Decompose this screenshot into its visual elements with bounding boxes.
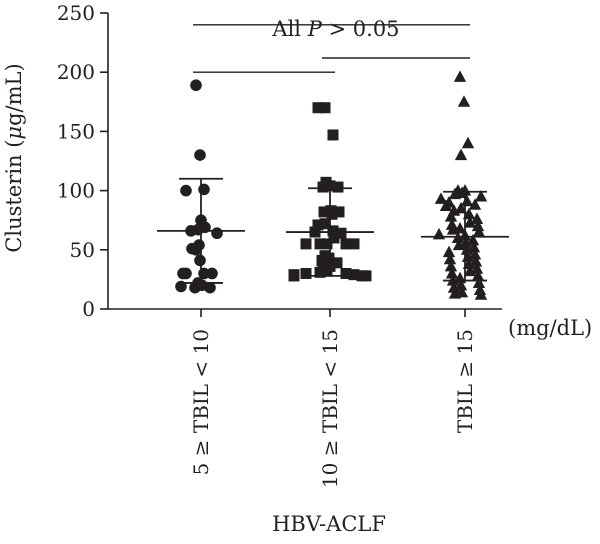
data-point-triangle — [460, 243, 474, 255]
data-point-circle — [190, 79, 202, 92]
y-tick-label: 200 — [57, 60, 95, 84]
data-point-square — [348, 269, 360, 281]
data-point-triangle — [472, 225, 486, 238]
data-point-triangle — [470, 212, 484, 225]
x-unit-label: (mg/dL) — [508, 316, 592, 340]
data-point-square — [333, 206, 345, 218]
data-point-circle — [206, 267, 218, 280]
data-point-triangle — [468, 198, 482, 210]
data-point-square — [288, 270, 300, 282]
data-point-square — [327, 129, 339, 141]
data-point-triangle — [448, 187, 462, 200]
data-point-triangle — [444, 210, 458, 222]
data-point-square — [348, 238, 360, 250]
y-tick-label: 50 — [70, 238, 95, 262]
data-point-circle — [177, 267, 189, 280]
data-point-triangle — [463, 264, 477, 277]
data-point-square — [300, 238, 312, 250]
y-tick-label: 250 — [57, 1, 95, 25]
x-tick-label: TBIL ≥ 15 — [453, 329, 477, 433]
data-point-triangle — [453, 70, 467, 82]
data-point-triangle — [454, 148, 468, 161]
data-point-square — [335, 227, 347, 239]
y-axis-title: Clusterin (μg/mL) — [2, 63, 26, 252]
data-point-square — [327, 225, 339, 237]
data-point-square — [332, 181, 344, 193]
data-point-triangle — [461, 136, 475, 149]
data-point-triangle — [432, 227, 446, 240]
data-point-triangle — [444, 259, 458, 272]
data-point-square — [319, 102, 331, 114]
y-tick-label: 0 — [82, 297, 95, 321]
data-point-triangle — [445, 218, 459, 230]
data-point-square — [321, 265, 333, 277]
data-point-circle — [194, 149, 206, 161]
data-point-square — [312, 102, 324, 114]
data-point-square — [300, 267, 312, 279]
data-point-triangle — [439, 199, 453, 211]
x-axis-title: HBV-ACLF — [272, 512, 386, 536]
data-point-square — [312, 219, 324, 231]
data-point-triangle — [470, 262, 484, 274]
data-point-square — [321, 238, 333, 250]
data-point-circle — [204, 281, 216, 294]
data-point-triangle — [448, 287, 462, 299]
data-point-triangle — [468, 248, 482, 260]
data-points — [175, 70, 488, 300]
data-point-circle — [180, 184, 192, 197]
data-point-triangle — [473, 283, 487, 296]
data-point-square — [317, 181, 329, 193]
data-point-circle — [198, 183, 210, 196]
data-point-triangle — [459, 236, 473, 248]
data-point-square — [319, 218, 331, 230]
data-point-square — [326, 208, 338, 220]
data-point-square — [324, 180, 336, 192]
data-point-square — [331, 257, 343, 269]
data-point-circle — [194, 254, 206, 267]
data-point-triangle — [447, 281, 461, 293]
data-point-triangle — [472, 276, 486, 288]
data-point-circle — [211, 227, 223, 240]
data-point-triangle — [471, 269, 485, 281]
data-point-triangle — [474, 288, 488, 300]
y-axis: 0 50 100 150 200 250 — [57, 1, 109, 321]
data-point-triangle — [443, 252, 457, 265]
data-point-square — [314, 266, 326, 278]
data-point-circle — [189, 281, 201, 294]
data-point-triangle — [457, 95, 471, 107]
data-point-circle — [190, 244, 202, 256]
data-point-square — [316, 254, 328, 266]
data-point-triangle — [445, 266, 459, 279]
data-point-triangle — [460, 194, 474, 207]
x-axis: 5 ≥ TBIL < 10 10 ≥ TBIL < 15 TBIL ≥ 15 — [108, 308, 502, 488]
data-point-triangle — [452, 238, 466, 251]
data-point-square — [323, 252, 335, 264]
y-tick-label: 150 — [57, 119, 95, 143]
x-tick-label: 5 ≥ TBIL < 10 — [189, 329, 213, 475]
mean-sd-bars — [157, 177, 509, 284]
x-tick-label: 10 ≥ TBIL < 15 — [318, 329, 342, 488]
data-point-square — [340, 267, 352, 279]
data-point-triangle — [466, 233, 480, 246]
data-point-triangle — [471, 219, 485, 232]
data-point-triangle — [463, 216, 477, 228]
data-point-triangle — [442, 245, 456, 258]
y-tick-label: 100 — [57, 179, 95, 203]
data-point-triangle — [454, 278, 468, 291]
data-point-triangle — [446, 223, 460, 235]
comparison-brackets — [193, 24, 470, 73]
data-point-square — [340, 238, 352, 250]
data-point-triangle — [434, 192, 448, 204]
data-point-square — [318, 206, 330, 218]
data-point-triangle — [469, 255, 483, 267]
data-point-square — [314, 238, 326, 250]
data-point-square — [360, 270, 372, 282]
significance-annotation: All P > 0.05 — [271, 17, 399, 41]
data-point-triangle — [474, 190, 488, 202]
data-point-triangle — [467, 240, 481, 253]
data-point-square — [328, 232, 340, 244]
